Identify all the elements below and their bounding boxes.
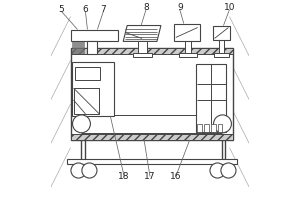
Circle shape <box>73 115 90 133</box>
Bar <box>74 88 99 114</box>
Bar <box>174 24 200 41</box>
Bar <box>71 42 85 43</box>
Bar <box>67 159 237 164</box>
Text: 5: 5 <box>59 5 64 14</box>
Bar <box>213 26 230 40</box>
Text: 9: 9 <box>177 3 183 12</box>
Circle shape <box>210 163 225 178</box>
Circle shape <box>82 163 97 178</box>
Bar <box>214 53 230 57</box>
Bar <box>138 41 147 54</box>
Bar <box>218 40 224 54</box>
Text: 17: 17 <box>144 172 156 181</box>
Bar <box>204 124 208 132</box>
Bar <box>70 30 118 41</box>
Bar <box>71 62 114 116</box>
Bar <box>70 48 233 140</box>
Bar <box>74 67 100 80</box>
Bar <box>185 41 191 54</box>
Bar <box>218 124 223 132</box>
Text: 8: 8 <box>143 3 149 12</box>
Bar <box>87 41 98 54</box>
Text: 6: 6 <box>82 5 88 14</box>
Bar <box>71 52 85 53</box>
Circle shape <box>71 163 86 178</box>
Text: 10: 10 <box>224 3 235 12</box>
Circle shape <box>221 163 236 178</box>
Text: 7: 7 <box>100 5 106 14</box>
Bar <box>71 48 85 49</box>
Bar <box>211 124 215 132</box>
Bar <box>197 124 202 132</box>
Bar <box>70 134 233 140</box>
Circle shape <box>214 115 231 133</box>
Bar <box>133 53 152 57</box>
Polygon shape <box>123 26 161 41</box>
Bar <box>179 53 197 57</box>
Text: 18: 18 <box>118 172 130 181</box>
Text: 16: 16 <box>170 172 182 181</box>
Bar <box>71 50 85 51</box>
Bar <box>70 48 233 54</box>
Bar <box>71 46 85 47</box>
Bar <box>196 64 226 132</box>
Bar <box>71 44 85 45</box>
